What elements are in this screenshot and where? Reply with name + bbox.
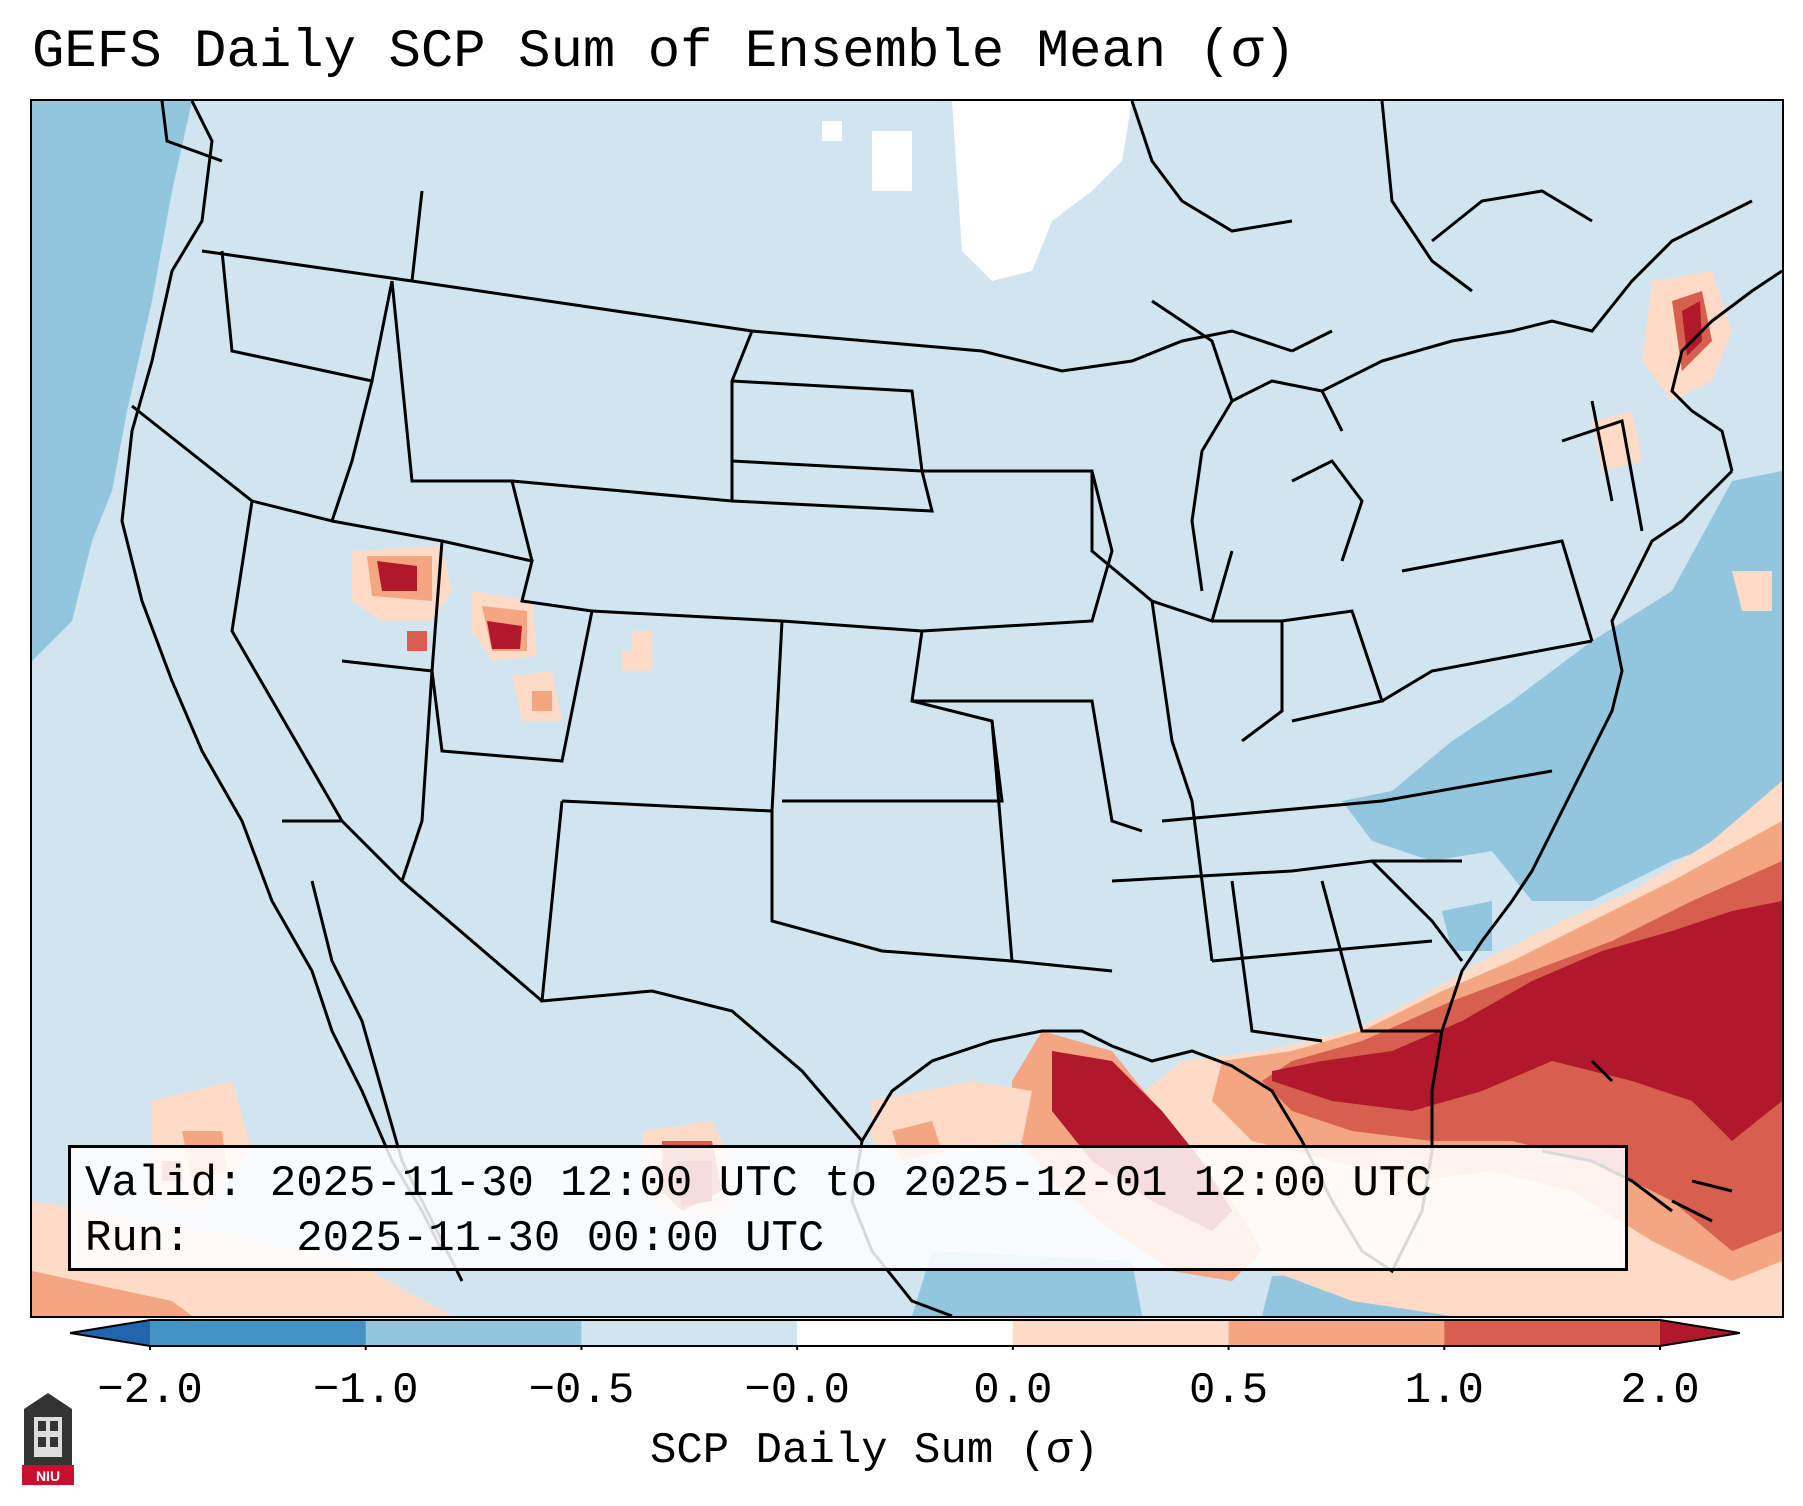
run-line: Run: 2025-11-30 00:00 UTC <box>85 1212 1611 1267</box>
valid-line: Valid: 2025-11-30 12:00 UTC to 2025-12-0… <box>85 1157 1611 1212</box>
niu-logo-text: NIU <box>36 1468 60 1484</box>
colorbar-bin <box>365 1320 582 1346</box>
colorbar-tick-label: 0.5 <box>1188 1366 1269 1416</box>
colorbar-extend-low <box>70 1320 150 1346</box>
coastlines <box>120 101 1782 1316</box>
colorbar-bin <box>1228 1320 1445 1346</box>
atlantic-strong-anomaly <box>1272 901 1782 1141</box>
run-label: Run: <box>85 1214 191 1264</box>
colorbar <box>70 1319 1740 1350</box>
niu-logo: NIU <box>22 1393 74 1485</box>
colorbar-tick-label: −0.0 <box>744 1366 850 1416</box>
map-canvas <box>32 101 1782 1316</box>
run-value: 2025-11-30 00:00 UTC <box>296 1214 825 1264</box>
pacific-negative-anomaly <box>32 101 192 661</box>
colorbar-bin <box>797 1320 1014 1346</box>
map-panel: Valid: 2025-11-30 12:00 UTC to 2025-12-0… <box>30 99 1784 1318</box>
plains-neutral-area <box>952 101 1132 281</box>
colorbar-tick-marks <box>149 1346 1661 1350</box>
colorbar-tick-label: 1.0 <box>1404 1366 1484 1416</box>
chart-title: GEFS Daily SCP Sum of Ensemble Mean (σ) <box>32 22 1296 83</box>
colorbar-tick-label: −0.5 <box>528 1366 635 1416</box>
colorbar-bin <box>581 1320 798 1346</box>
colorbar-bin <box>150 1320 367 1346</box>
colorbar-tick-label: 0.0 <box>973 1366 1053 1416</box>
valid-label: Valid: <box>85 1159 244 1209</box>
atlantic-negative-anomaly <box>1342 471 1782 901</box>
state-boundaries <box>131 249 1644 1142</box>
colorbar-bin <box>1012 1320 1230 1346</box>
colorbar-label: SCP Daily Sum (σ) <box>650 1426 1099 1476</box>
colorbar-bin <box>1444 1320 1661 1346</box>
colorbar-bins <box>150 1320 1661 1346</box>
colorbar-extend-high <box>1660 1320 1740 1346</box>
colorbar-tick-label: −1.0 <box>312 1366 419 1416</box>
border-canada <box>160 101 1333 373</box>
colorbar-tick-label: −2.0 <box>97 1366 203 1416</box>
info-box: Valid: 2025-11-30 12:00 UTC to 2025-12-0… <box>68 1145 1628 1271</box>
colorbar-tick-label: 2.0 <box>1620 1366 1700 1416</box>
valid-value: 2025-11-30 12:00 UTC to 2025-12-01 12:00… <box>269 1159 1432 1209</box>
colorbar-outline <box>70 1319 1740 1347</box>
